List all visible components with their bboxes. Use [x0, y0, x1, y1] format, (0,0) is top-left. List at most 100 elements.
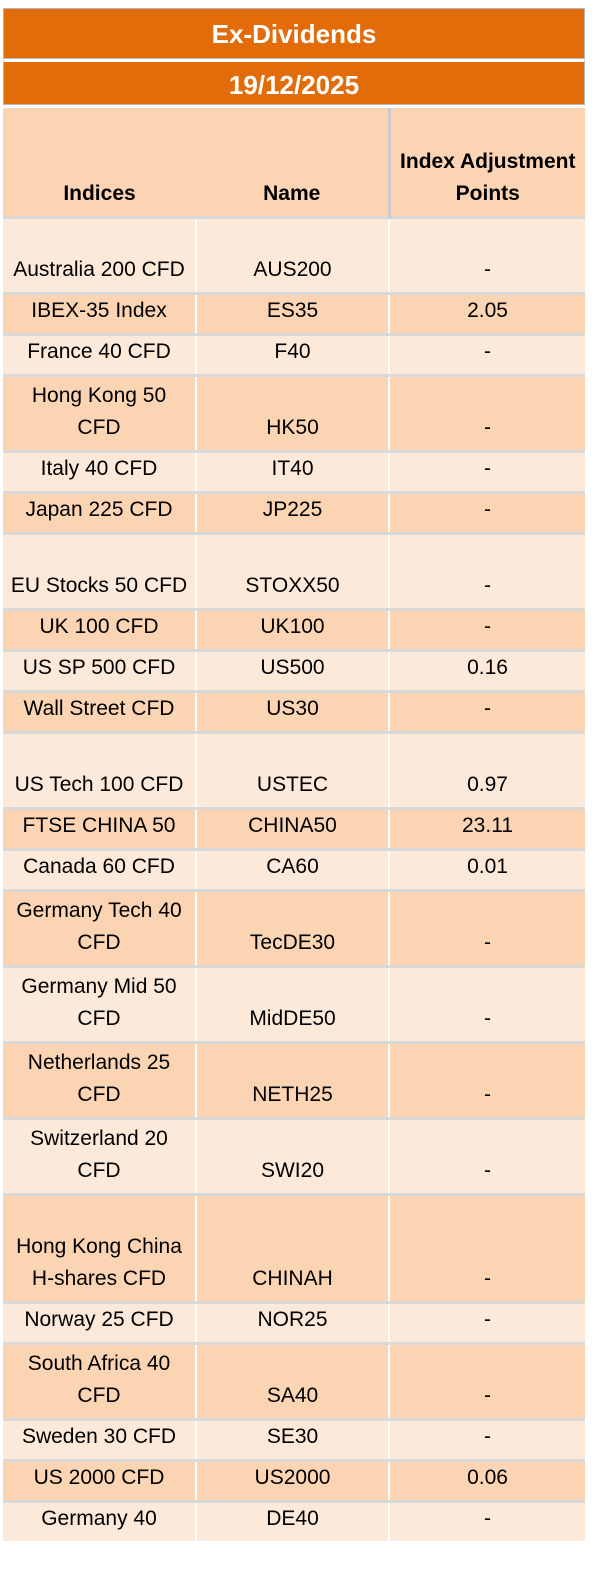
table-row: IBEX-35 Index ES35 2.05	[3, 291, 585, 334]
table-row: Wall Street CFD US30-	[3, 689, 585, 732]
cell-name: STOXX50	[196, 531, 390, 609]
cell-index: IBEX-35 Index	[3, 291, 197, 334]
table-row: South Africa 40 CFD SA40-	[3, 1341, 585, 1419]
ex-dividends-table-panel: Ex-Dividends 19/12/2025 Indices Name Ind…	[3, 8, 585, 1541]
cell-points: -	[389, 1192, 585, 1302]
cell-index: Switzerland 20 CFD	[3, 1116, 197, 1194]
table-date: 19/12/2025	[3, 59, 585, 105]
cell-points: -	[389, 531, 585, 609]
cell-index: Germany Tech 40 CFD	[3, 888, 197, 966]
cell-points: -	[389, 607, 585, 650]
cell-index: Germany Mid 50 CFD	[3, 964, 197, 1042]
table-row: EU Stocks 50 CFD STOXX50-	[3, 531, 585, 609]
cell-points: -	[389, 215, 585, 293]
dividends-table: Indices Name Index Adjustment Points Aus…	[3, 108, 585, 1541]
table-row: US SP 500 CFD US500 0.16	[3, 648, 585, 691]
header-indices: Indices	[3, 108, 196, 217]
table-row: Australia 200 CFD AUS200-	[3, 215, 585, 293]
cell-points: -	[389, 1040, 585, 1118]
cell-name: USTEC	[196, 730, 390, 808]
cell-points: -	[389, 1341, 585, 1419]
cell-index: Wall Street CFD	[3, 689, 197, 732]
cell-name: US500	[196, 648, 390, 691]
table-row: FTSE CHINA 50 CHINA50 23.11	[3, 806, 585, 849]
table-row: Canada 60 CFD CA60 0.01	[3, 847, 585, 890]
cell-index: Hong Kong 50 CFD	[3, 373, 197, 451]
cell-name: SWI20	[196, 1116, 390, 1194]
cell-points: -	[389, 449, 585, 492]
cell-index: South Africa 40 CFD	[3, 1341, 197, 1419]
table-row: US Tech 100 CFD USTEC 0.97	[3, 730, 585, 808]
cell-name: JP225	[196, 490, 390, 533]
cell-name: HK50	[196, 373, 390, 451]
cell-points: -	[389, 1300, 585, 1343]
table-row: US 2000 CFD US2000 0.06	[3, 1458, 585, 1501]
cell-index: EU Stocks 50 CFD	[3, 531, 197, 609]
cell-name: SA40	[196, 1341, 390, 1419]
cell-name: NOR25	[196, 1300, 390, 1343]
cell-points: -	[389, 689, 585, 732]
cell-points: -	[389, 332, 585, 375]
cell-index: US 2000 CFD	[3, 1458, 197, 1501]
table-row: France 40 CFD F40-	[3, 332, 585, 375]
cell-points: 0.06	[389, 1458, 585, 1501]
cell-name: NETH25	[196, 1040, 390, 1118]
table-row: Switzerland 20 CFD SWI20-	[3, 1116, 585, 1194]
cell-index: Germany 40	[3, 1499, 197, 1541]
table-row: Japan 225 CFD JP225-	[3, 490, 585, 533]
cell-points: 2.05	[389, 291, 585, 334]
header-adjustment-points: Index Adjustment Points	[387, 108, 585, 217]
cell-name: US30	[196, 689, 390, 732]
header-name: Name	[196, 108, 389, 217]
cell-index: US SP 500 CFD	[3, 648, 197, 691]
cell-index: Hong Kong China H-shares CFD	[3, 1192, 197, 1302]
cell-name: CA60	[196, 847, 390, 890]
cell-points: -	[389, 1116, 585, 1194]
cell-index: Japan 225 CFD	[3, 490, 197, 533]
cell-index: Italy 40 CFD	[3, 449, 197, 492]
cell-name: SE30	[196, 1417, 390, 1460]
cell-name: UK100	[196, 607, 390, 650]
cell-name: CHINAH	[196, 1192, 390, 1302]
cell-name: CHINA50	[196, 806, 390, 849]
table-row: Sweden 30 CFD SE30-	[3, 1417, 585, 1460]
cell-index: Australia 200 CFD	[3, 215, 197, 293]
cell-index: FTSE CHINA 50	[3, 806, 197, 849]
table-row: Germany 40 DE40-	[3, 1499, 585, 1541]
cell-index: France 40 CFD	[3, 332, 197, 375]
cell-index: Netherlands 25 CFD	[3, 1040, 197, 1118]
cell-index: Sweden 30 CFD	[3, 1417, 197, 1460]
table-title: Ex-Dividends	[3, 8, 585, 59]
cell-name: ES35	[196, 291, 390, 334]
cell-points: -	[389, 373, 585, 451]
cell-index: UK 100 CFD	[3, 607, 197, 650]
cell-points: 0.16	[389, 648, 585, 691]
table-row: UK 100 CFD UK100-	[3, 607, 585, 650]
cell-name: DE40	[196, 1499, 390, 1541]
table-row: Hong Kong 50 CFD HK50-	[3, 373, 585, 451]
cell-points: -	[389, 490, 585, 533]
cell-name: MidDE50	[196, 964, 390, 1042]
table-row: Germany Tech 40 CFD TecDE30-	[3, 888, 585, 966]
cell-points: -	[389, 888, 585, 966]
cell-name: IT40	[196, 449, 390, 492]
cell-points: 0.97	[389, 730, 585, 808]
table-row: Netherlands 25 CFD NETH25-	[3, 1040, 585, 1118]
table-row: Hong Kong China H-shares CFD CHINAH -	[3, 1192, 585, 1302]
cell-points: -	[389, 964, 585, 1042]
cell-index: US Tech 100 CFD	[3, 730, 197, 808]
table-row: Germany Mid 50 CFD MidDE50-	[3, 964, 585, 1042]
cell-name: AUS200	[196, 215, 390, 293]
cell-points: 0.01	[389, 847, 585, 890]
divider	[3, 105, 585, 108]
cell-points: 23.11	[389, 806, 585, 849]
cell-name: F40	[196, 332, 390, 375]
cell-name: US2000	[196, 1458, 390, 1501]
header-row: Indices Name Index Adjustment Points	[3, 108, 585, 217]
cell-name: TecDE30	[196, 888, 390, 966]
cell-index: Canada 60 CFD	[3, 847, 197, 890]
cell-points: -	[389, 1499, 585, 1541]
cell-points: -	[389, 1417, 585, 1460]
cell-index: Norway 25 CFD	[3, 1300, 197, 1343]
table-row: Norway 25 CFD NOR25-	[3, 1300, 585, 1343]
